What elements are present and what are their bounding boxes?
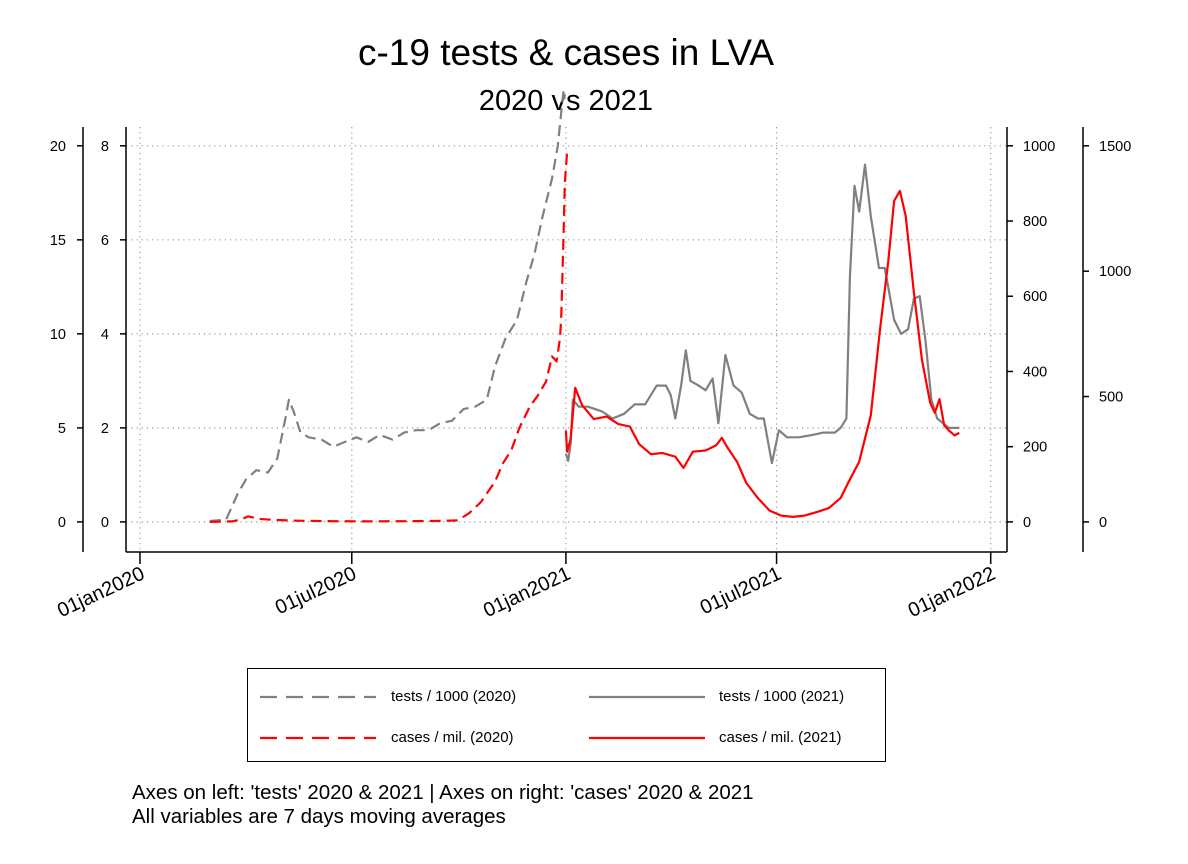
x-axis-tick-label: 01jan2021	[480, 563, 574, 622]
right-inner-axis-tick-label: 1000	[1023, 139, 1055, 155]
right-inner-axis-tick-label: 0	[1023, 515, 1031, 531]
series-line-0	[209, 88, 566, 523]
legend-swatch-cases-2021	[589, 736, 705, 740]
left-outer-axis-tick-label: 5	[58, 421, 66, 437]
legend-swatch-cases-2020	[260, 736, 376, 740]
legend-label-cases-2020: cases / mil. (2020)	[391, 729, 514, 746]
legend-item-tests-2021: tests / 1000 (2021)	[587, 685, 887, 709]
legend-swatch-tests-2021	[589, 695, 705, 699]
legend-swatch-tests-2020	[260, 695, 376, 699]
chart-plot: 0510152002468020040060080010000500100015…	[50, 88, 1131, 622]
right-inner-axis-tick-label: 400	[1023, 364, 1047, 380]
left-inner-axis-tick-label: 0	[101, 515, 109, 531]
footnote-moving-average: All variables are 7 days moving averages	[132, 805, 506, 828]
legend-item-cases-2020: cases / mil. (2020)	[258, 726, 558, 750]
left-inner-axis-tick-label: 6	[101, 233, 109, 249]
right-inner-axis-tick-label: 800	[1023, 214, 1047, 230]
x-axis-tick-label: 01jan2022	[905, 563, 999, 622]
right-outer-axis-tick-label: 1500	[1099, 139, 1131, 155]
right-inner-axis-tick-label: 200	[1023, 440, 1047, 456]
legend-item-tests-2020: tests / 1000 (2020)	[258, 685, 558, 709]
footnote-axes: Axes on left: 'tests' 2020 & 2021 | Axes…	[132, 781, 754, 804]
series-line-1	[564, 163, 960, 465]
left-outer-axis-tick-label: 10	[50, 327, 66, 343]
series-line-2	[209, 152, 569, 523]
left-inner-axis-tick-label: 2	[101, 421, 109, 437]
left-outer-axis-tick-label: 20	[50, 139, 66, 155]
x-axis-tick-label: 01jul2020	[272, 563, 360, 620]
right-outer-axis-tick-label: 500	[1099, 390, 1123, 406]
legend-label-tests-2021: tests / 1000 (2021)	[719, 688, 845, 705]
right-outer-axis-tick-label: 0	[1099, 515, 1107, 531]
left-inner-axis-tick-label: 4	[101, 327, 109, 343]
left-outer-axis-tick-label: 15	[50, 233, 66, 249]
right-outer-axis-tick-label: 1000	[1099, 264, 1131, 280]
chart-title: c-19 tests & cases in LVA	[357, 32, 775, 73]
left-inner-axis-tick-label: 8	[101, 139, 109, 155]
x-axis-tick-label: 01jul2021	[697, 563, 785, 620]
chart-legend: tests / 1000 (2020) tests / 1000 (2021) …	[247, 668, 886, 762]
legend-label-cases-2021: cases / mil. (2021)	[719, 729, 842, 746]
left-outer-axis-tick-label: 0	[58, 515, 66, 531]
legend-item-cases-2021: cases / mil. (2021)	[587, 726, 887, 750]
x-axis-tick-label: 01jan2020	[54, 563, 148, 622]
legend-label-tests-2020: tests / 1000 (2020)	[391, 688, 517, 705]
series-line-3	[564, 189, 960, 519]
chart-subtitle: 2020 vs 2021	[478, 85, 654, 117]
right-inner-axis-tick-label: 600	[1023, 289, 1047, 305]
